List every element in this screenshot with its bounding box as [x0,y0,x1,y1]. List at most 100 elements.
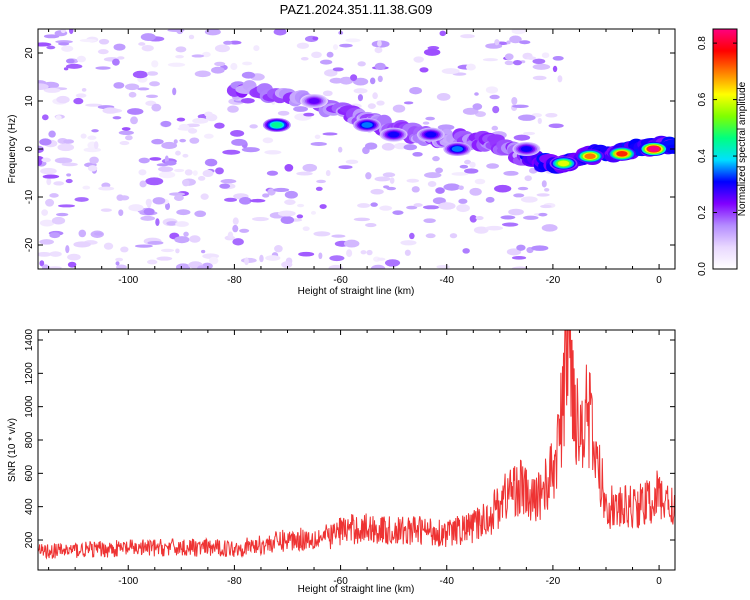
heatmap-cell [332,67,344,72]
heatmap-cell [350,74,358,81]
heatmap-cell [413,203,423,207]
heatmap-cell [138,42,146,46]
heatmap-cell [424,172,442,179]
heatmap-cell [253,45,260,52]
heatmap-cell [126,108,144,115]
heatmap-cell [474,178,486,185]
heatmap-cell [192,170,198,176]
heatmap-cell [462,248,470,254]
heatmap-cell [486,163,500,169]
spectrogram-y-tick-label: 0 [24,146,35,152]
heatmap-cell [469,161,476,168]
heatmap-hotspot [425,131,437,138]
snr-y-tick-label: 400 [24,498,35,515]
chart-title: PAZ1.2024.351.11.38.G09 [280,2,433,17]
heatmap-cell [115,261,120,266]
heatmap-cell [532,75,547,81]
heatmap-cell [227,231,234,239]
heatmap-cell [55,115,62,120]
heatmap-cell [46,177,52,186]
heatmap-cell [326,51,334,58]
snr-x-tick-label: -40 [440,576,455,587]
heatmap-cell [439,30,447,37]
heatmap-cell [536,193,550,197]
heatmap-cell [464,159,472,165]
heatmap-cell [238,196,252,205]
heatmap-cell [465,63,476,71]
colorbar-tick-label: 0.2 [697,205,708,219]
heatmap-cell [98,186,115,191]
heatmap-cell [451,172,469,176]
heatmap-cell [360,250,367,255]
heatmap-cell [544,187,550,192]
heatmap-cell [192,117,209,124]
heatmap-cell [165,202,171,211]
heatmap-cell [423,218,436,224]
heatmap-cell [124,83,140,91]
heatmap-cell [73,97,84,105]
heatmap-cell [419,67,429,73]
heatmap-cell [173,139,178,144]
heatmap-cell [175,55,184,59]
heatmap-cell [175,150,181,156]
colorbar: 0.0 0.2 0.4 0.6 0.8 Normalized spectral ampl… [697,28,748,276]
heatmap-cell [116,264,127,269]
heatmap-cell [311,51,322,59]
heatmap-cell [87,165,98,172]
heatmap-cell [281,261,293,269]
heatmap-cell [97,49,109,55]
heatmap-cell [277,110,290,116]
heatmap-cell [145,177,164,186]
colorbar-tick-label: 0.0 [697,262,708,276]
heatmap-cell [353,88,368,94]
heatmap-cell [118,130,134,136]
colorbar-tick-label: 0.4 [697,149,708,163]
heatmap-cell [197,176,206,181]
heatmap-cell [121,127,131,131]
snr-x-tick-label: 0 [656,576,662,587]
heatmap-cell [406,178,420,183]
heatmap-cell [120,246,129,253]
heatmap-cell [81,87,87,92]
heatmap-cell [194,70,211,78]
spectrogram-x-label: Height of straight line (km) [298,286,415,297]
heatmap-cell [425,116,435,121]
heatmap-cell [501,222,519,227]
heatmap-cell [39,219,55,227]
heatmap-cell [273,187,290,192]
colorbar-gradient [712,28,738,270]
heatmap-cell [240,98,255,104]
heatmap-cell [345,159,359,165]
snr-y-tick-label: 1200 [24,362,35,385]
heatmap-cell [494,39,500,46]
heatmap-cell [173,194,184,201]
heatmap-cell [224,197,238,202]
colorbar-ticks: 0.0 0.2 0.4 0.6 0.8 [697,36,737,276]
heatmap-cell [73,241,91,248]
heatmap-cell [189,137,200,144]
heatmap-cell [242,61,253,66]
heatmap-cell [313,231,331,237]
heatmap-cell [39,138,52,146]
heatmap-cell [541,180,547,188]
heatmap-cell [436,93,451,101]
heatmap-hotspot [308,98,320,104]
heatmap-cell [373,256,381,262]
heatmap-cell [57,204,76,208]
heatmap-cell [409,87,423,95]
heatmap-cell [49,232,61,239]
heatmap-cell [43,87,61,93]
heatmap-cell [152,197,166,205]
heatmap-cell [67,253,81,261]
heatmap-cell [42,264,50,269]
heatmap-cell [315,186,323,191]
heatmap-cell [312,36,319,41]
heatmap-cell [376,100,385,106]
heatmap-cell [66,58,75,64]
heatmap-cell [406,205,418,210]
heatmap-cell [87,135,97,140]
heatmap-cell [232,217,239,225]
heatmap-cell [202,169,214,178]
heatmap-cell [249,124,258,129]
heatmap-cell [208,256,219,265]
